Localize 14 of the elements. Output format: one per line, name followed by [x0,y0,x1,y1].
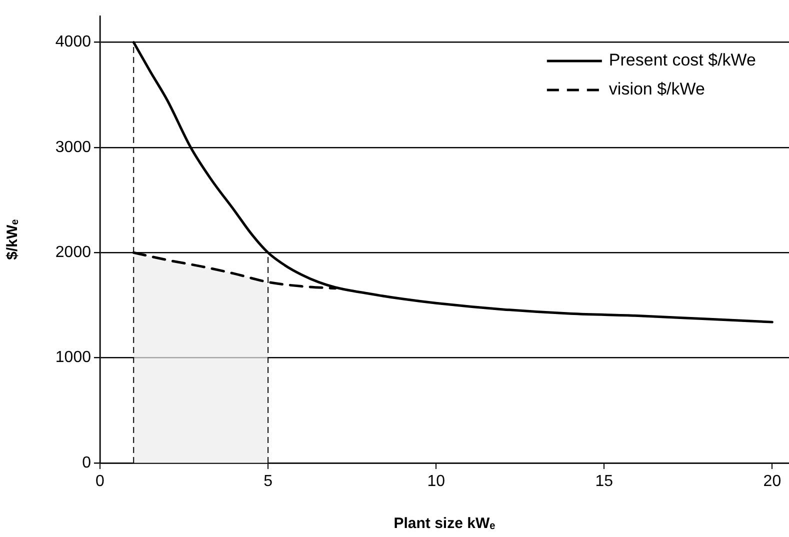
x-tick-label: 5 [264,473,273,490]
y-tick-label: 4000 [55,34,92,51]
y-tick-label: 1000 [55,349,92,366]
y-axis-title: $/kWₑ [4,218,22,260]
legend-label: Present cost $/kWe [608,50,756,70]
x-tick-label: 20 [763,473,782,490]
x-tick-label: 10 [427,473,446,490]
legend-label: vision $/kWe [608,80,705,99]
x-tick-label: 15 [595,473,614,490]
y-tick-label: 2000 [55,244,92,262]
x-axis-title: Plant size kWₑ [394,515,496,532]
y-tick-label: 3000 [55,138,92,156]
y-tick-label: 0 [82,454,92,472]
x-tick-label: 0 [96,473,105,490]
